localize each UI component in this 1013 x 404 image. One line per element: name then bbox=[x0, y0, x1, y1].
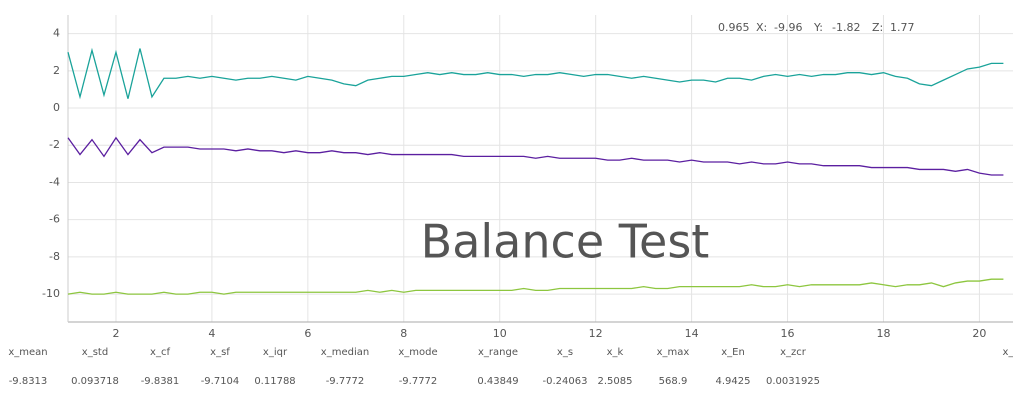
readout-text: X: bbox=[756, 21, 767, 34]
readout-text: Z: bbox=[872, 21, 883, 34]
data-line bbox=[67, 278, 1004, 295]
y-tick-label: -10 bbox=[42, 287, 60, 300]
readout-text: Y: bbox=[813, 21, 823, 34]
table-cell: 0.0031925 bbox=[766, 376, 820, 387]
table-header: x_sf bbox=[210, 347, 230, 358]
table-cell: 0.11788 bbox=[254, 376, 295, 387]
x-tick-label: 8 bbox=[400, 327, 407, 340]
table-cell: -9.8381 bbox=[141, 376, 180, 387]
table-cell: -9.7772 bbox=[326, 376, 365, 387]
readout-text: 1.77 bbox=[890, 21, 915, 34]
x-tick-label: 6 bbox=[304, 327, 311, 340]
table-cell: 0.43849 bbox=[477, 376, 518, 387]
readout-text: 0.965 bbox=[718, 21, 750, 34]
y-tick-label: -6 bbox=[49, 213, 60, 226]
table-cell: -0.24063 bbox=[543, 376, 588, 387]
data-line bbox=[67, 136, 1004, 176]
table-cell: 568.9 bbox=[659, 376, 688, 387]
readout-text: -9.96 bbox=[774, 21, 802, 34]
data-line bbox=[67, 47, 1004, 100]
x-tick-label: 2 bbox=[112, 327, 119, 340]
x-tick-label: 20 bbox=[972, 327, 986, 340]
y-tick-label: 4 bbox=[53, 27, 60, 40]
table-header: x_s bbox=[557, 347, 573, 358]
x-tick-label: 18 bbox=[876, 327, 890, 340]
table-header: x_iqr bbox=[263, 347, 288, 358]
table-header: x_median bbox=[321, 347, 369, 358]
table-header: x_mean bbox=[8, 347, 47, 358]
x-tick-label: 4 bbox=[208, 327, 215, 340]
table-header: x_ bbox=[1003, 347, 1013, 358]
x-tick-label: 14 bbox=[685, 327, 699, 340]
table-cell: 0.093718 bbox=[71, 376, 119, 387]
y-tick-label: -2 bbox=[49, 138, 60, 151]
table-header: x_zcr bbox=[780, 347, 807, 358]
table-cell: -9.7772 bbox=[399, 376, 438, 387]
annotation: Balance Test bbox=[421, 215, 710, 269]
table-header: x_cf bbox=[150, 347, 170, 358]
y-tick-label: -8 bbox=[49, 250, 60, 263]
y-tick-label: 0 bbox=[53, 101, 60, 114]
table-header: x_mode bbox=[398, 347, 437, 358]
table-header: x_max bbox=[657, 347, 690, 358]
table-cell: -9.7104 bbox=[201, 376, 240, 387]
table-cell: -9.8313 bbox=[9, 376, 48, 387]
x-tick-label: 10 bbox=[493, 327, 507, 340]
table-header: x_k bbox=[607, 347, 624, 358]
table-header: x_En bbox=[721, 347, 745, 358]
table-cell: 2.5085 bbox=[598, 376, 633, 387]
readout-text: -1.82 bbox=[832, 21, 860, 34]
table-cell: 4.9425 bbox=[716, 376, 751, 387]
x-tick-label: 12 bbox=[589, 327, 603, 340]
table-header: x_range bbox=[478, 347, 518, 358]
table-header: x_std bbox=[82, 347, 108, 358]
y-tick-label: 2 bbox=[53, 64, 60, 77]
y-tick-label: -4 bbox=[49, 175, 60, 188]
x-tick-label: 16 bbox=[781, 327, 795, 340]
